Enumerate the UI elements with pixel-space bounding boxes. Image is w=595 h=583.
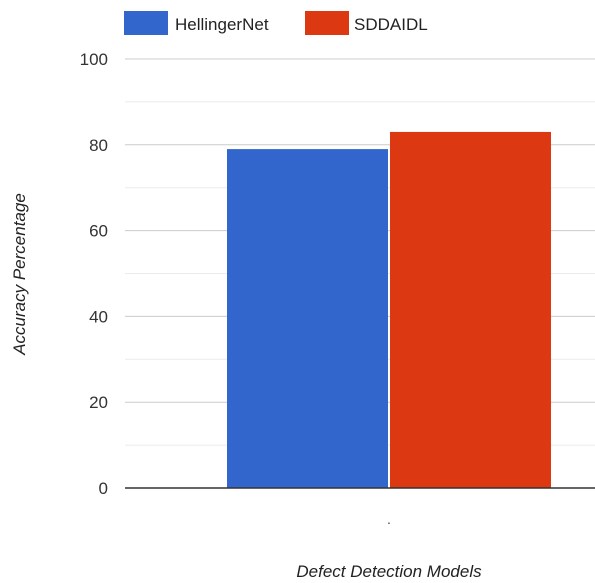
- bar-sddaidl: [390, 131, 551, 488]
- x-axis-title: Defect Detection Models: [296, 562, 482, 581]
- legend-label: SDDAIDL: [354, 15, 428, 34]
- category-labels: .: [387, 511, 391, 527]
- y-tick-label: 60: [89, 222, 108, 241]
- bars: [227, 131, 551, 488]
- legend-swatch: [124, 11, 168, 35]
- bar-hellingernet: [227, 149, 388, 488]
- y-tick-labels: 0 20 40 60 80 100: [80, 50, 108, 498]
- y-tick-label: 0: [99, 479, 108, 498]
- y-tick-label: 80: [89, 136, 108, 155]
- x-category-label: .: [387, 511, 391, 527]
- y-tick-label: 40: [89, 307, 108, 326]
- y-tick-label: 100: [80, 50, 108, 69]
- legend: HellingerNet SDDAIDL: [124, 11, 428, 35]
- legend-label: HellingerNet: [175, 15, 269, 34]
- y-axis-title: Accuracy Percentage: [10, 193, 29, 356]
- legend-swatch: [305, 11, 349, 35]
- y-tick-label: 20: [89, 393, 108, 412]
